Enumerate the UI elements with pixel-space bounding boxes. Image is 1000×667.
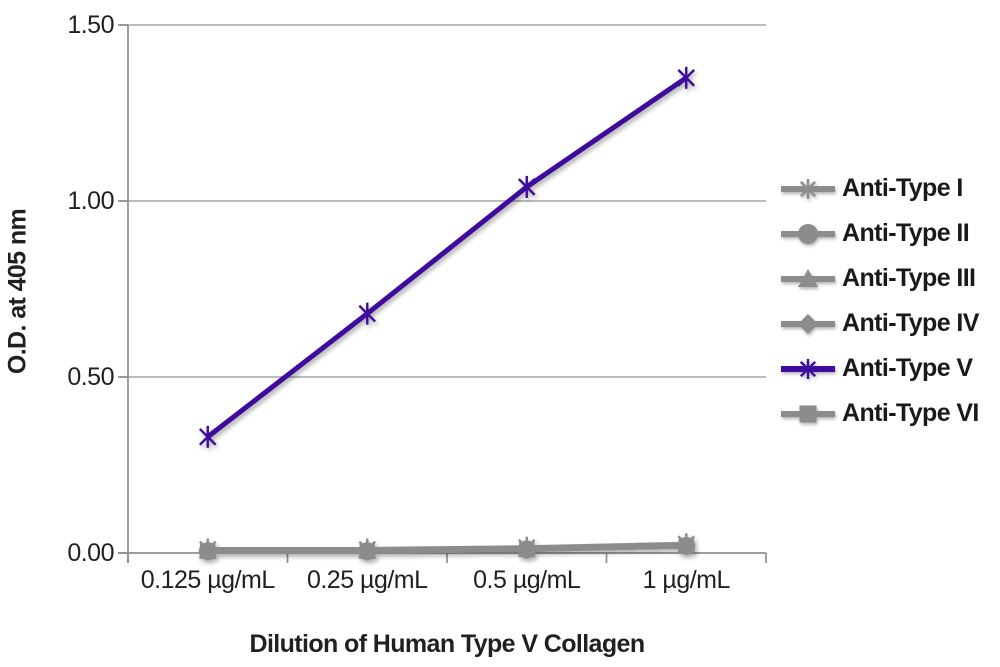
legend-label: Anti-Type I: [842, 174, 963, 202]
legend-marker-diamond: [798, 313, 818, 334]
spoke: [677, 69, 696, 87]
legend-circle-swatch: [781, 223, 835, 244]
x-tick-label: 1 µg/mL: [642, 566, 731, 594]
legend-label: Anti-Type IV: [842, 309, 979, 337]
spoke: [358, 304, 377, 323]
marker-square: [200, 543, 216, 559]
legend-asterisk-swatch: [781, 358, 835, 379]
legend-label: Anti-Type V: [842, 354, 973, 382]
marker-asterisk: [358, 302, 377, 325]
y-axis-title: O.D. at 405 nm: [3, 208, 32, 375]
legend-item-anti-type-iii: Anti-Type III: [779, 256, 979, 301]
x-axis-title: Dilution of Human Type V Collagen: [249, 630, 645, 658]
legend-label: Anti-Type II: [842, 219, 970, 247]
legend-item-anti-type-vi: Anti-Type VI: [779, 391, 979, 436]
marker-square: [359, 543, 375, 559]
legend-marker-square: [799, 405, 817, 422]
legend-marker-triangle: [798, 268, 818, 287]
spoke: [517, 178, 536, 196]
legend-item-anti-type-v: Anti-Type V: [779, 346, 979, 391]
legend-marker-asterisk: [799, 178, 817, 199]
legend-asterisk-swatch: [781, 178, 835, 199]
x-tick-label: 0.125 µg/mL: [140, 566, 276, 594]
spoke: [799, 360, 817, 377]
legend-marker-asterisk: [799, 358, 817, 379]
series-line-anti-type-v: [206, 75, 688, 439]
legend-triangle-swatch: [781, 268, 835, 287]
legend-item-anti-type-ii: Anti-Type II: [779, 211, 979, 256]
y-tick-label: 1.00: [67, 187, 114, 215]
x-tick-label: 0.5 µg/mL: [473, 566, 581, 594]
series-line-anti-type-vi: [207, 543, 687, 554]
marker-asterisk: [198, 425, 217, 448]
legend: Anti-Type I Anti-Type II Anti-Type III Anti…: [779, 166, 979, 436]
series-group: [198, 66, 696, 561]
legend-label: Anti-Type III: [842, 264, 976, 292]
x-tick-label: 0.25 µg/mL: [306, 566, 428, 594]
y-tick-label: 0.00: [67, 539, 114, 567]
marker-asterisk: [517, 175, 536, 198]
y-tick-label: 1.50: [67, 11, 114, 39]
spoke: [198, 428, 217, 446]
legend-marker-circle: [798, 223, 818, 244]
marker-square: [678, 538, 694, 554]
legend-item-anti-type-i: Anti-Type I: [779, 166, 979, 211]
spoke: [799, 180, 817, 197]
marker-square: [519, 541, 535, 558]
legend-diamond-swatch: [781, 313, 835, 334]
y-tick-label: 0.50: [67, 363, 114, 391]
legend-square-swatch: [781, 405, 835, 422]
legend-label: Anti-Type VI: [842, 399, 979, 427]
marker-asterisk: [677, 66, 696, 89]
legend-item-anti-type-iv: Anti-Type IV: [779, 301, 979, 346]
